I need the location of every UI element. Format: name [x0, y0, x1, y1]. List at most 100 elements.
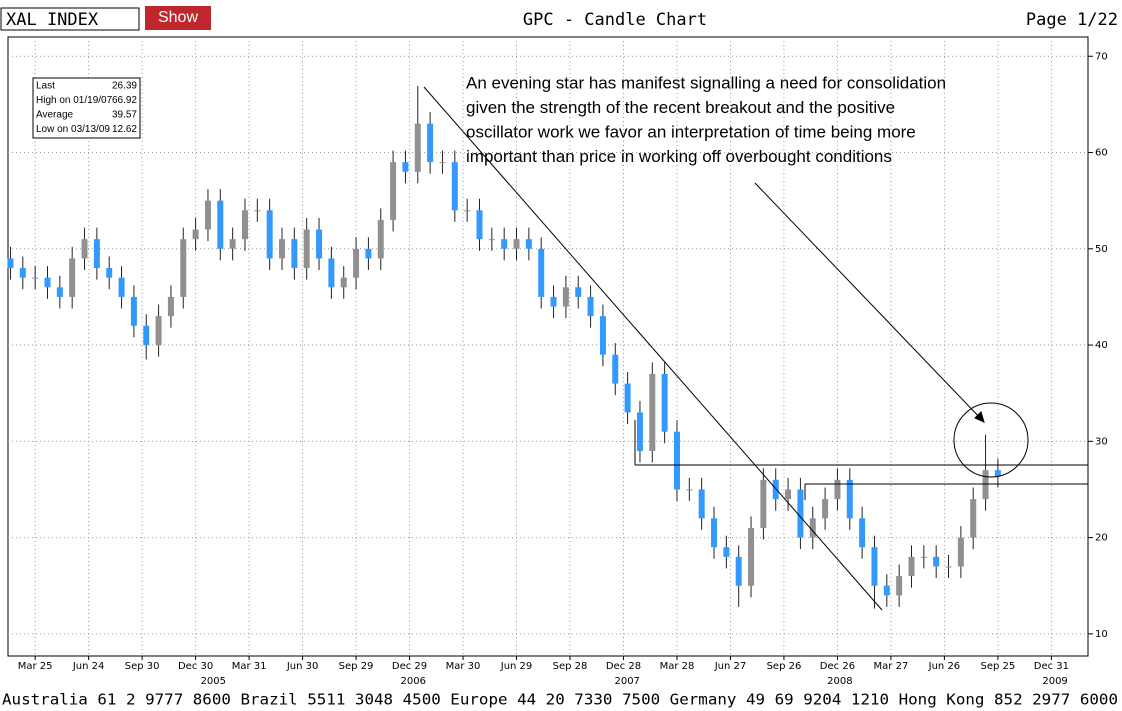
- y-tick-label: 40: [1095, 340, 1108, 351]
- candles: [7, 85, 1001, 609]
- y-tick-label: 10: [1095, 629, 1108, 640]
- x-tick-label: Dec 26: [820, 661, 855, 672]
- candle-body: [612, 354, 619, 384]
- candle-body: [859, 518, 866, 548]
- stat-value: 26.39: [112, 81, 137, 92]
- candle-body: [143, 325, 150, 346]
- candle-body: [698, 489, 705, 519]
- annotation-line: important than price in working off over…: [466, 147, 892, 166]
- candle-body: [957, 537, 964, 567]
- x-tick-label: Dec 31: [1034, 661, 1069, 672]
- candle-body: [883, 585, 890, 596]
- year-label: 2007: [614, 676, 639, 687]
- candle-body: [192, 229, 199, 240]
- x-tick-label: Mar 31: [232, 661, 267, 672]
- candle-body: [711, 518, 718, 548]
- x-tick-label: Dec 30: [178, 661, 213, 672]
- candle-body: [562, 287, 569, 307]
- candle-body: [365, 248, 372, 259]
- candle-body: [180, 239, 187, 297]
- candle-body: [834, 479, 841, 500]
- year-label: 2005: [201, 676, 226, 687]
- candle-body: [402, 162, 409, 172]
- annotation-line: An evening star has manifest signalling …: [466, 73, 946, 92]
- candle-body: [427, 123, 434, 163]
- show-button[interactable]: [145, 6, 211, 30]
- candle-body: [377, 219, 384, 259]
- candle-body: [513, 239, 520, 249]
- plot-frame: [7, 36, 1089, 657]
- candle-body: [550, 296, 557, 307]
- candle-body: [735, 556, 742, 586]
- x-tick-label: Sep 29: [339, 661, 374, 672]
- candle-body: [106, 268, 113, 278]
- candle-body: [7, 258, 14, 269]
- x-tick-label: Mar 25: [18, 661, 53, 672]
- stat-label: Low on 03/13/09: [36, 124, 110, 135]
- candle-body: [316, 229, 323, 259]
- trend-line: [423, 86, 883, 611]
- candle-body: [451, 162, 458, 211]
- annotation-text: An evening star has manifest signalling …: [466, 73, 946, 166]
- x-tick-label: Mar 28: [660, 661, 695, 672]
- candle-body: [599, 316, 606, 355]
- candle-body: [217, 200, 224, 249]
- arrow-line: [754, 182, 985, 423]
- candle-body: [797, 489, 804, 538]
- candle-body: [945, 566, 952, 568]
- candle-body: [130, 296, 137, 326]
- candle-body: [56, 287, 63, 297]
- candle-body: [587, 296, 594, 317]
- candle-body: [303, 229, 310, 269]
- year-label: 2008: [827, 676, 852, 687]
- candle-body: [636, 412, 643, 451]
- candle-body: [982, 470, 989, 500]
- candle-body: [229, 239, 236, 249]
- candle-body: [970, 499, 977, 538]
- x-tick-label: Dec 29: [392, 661, 427, 672]
- candle-body: [414, 123, 421, 172]
- candle-body: [266, 210, 273, 259]
- candle-body: [809, 518, 816, 538]
- symbol-input[interactable]: [0, 7, 140, 31]
- y-tick-label: 60: [1095, 148, 1108, 159]
- candle-body: [686, 489, 693, 491]
- candle-body: [933, 556, 940, 567]
- candle-body: [439, 162, 446, 164]
- stats-box: [32, 77, 141, 139]
- candle-body: [279, 239, 286, 259]
- candle-body: [501, 239, 508, 249]
- x-tick-label: Jun 24: [72, 661, 105, 672]
- stats: Last 26.39 High on 01/19/07 66.92 Average 39.…: [36, 81, 137, 136]
- stat-label: High on 01/19/07: [36, 95, 113, 106]
- candle-body: [204, 200, 211, 230]
- candle-body: [723, 547, 730, 557]
- y-tick-label: 20: [1095, 533, 1108, 544]
- candle-body: [575, 287, 582, 297]
- y-tick-label: 30: [1095, 436, 1108, 447]
- candle-body: [772, 479, 779, 500]
- x-tick-label: Jun 30: [286, 661, 319, 672]
- year-label: 2006: [401, 676, 426, 687]
- year-label: 2009: [1042, 676, 1067, 687]
- x-tick-label: Sep 30: [125, 661, 160, 672]
- candle-body: [118, 277, 125, 297]
- candle-body: [673, 431, 680, 490]
- candle-body: [254, 210, 261, 212]
- candle-body: [846, 479, 853, 519]
- candle-body: [19, 268, 26, 278]
- candle-body: [81, 239, 88, 259]
- x-tick-label: Jun 26: [928, 661, 961, 672]
- symbol-text: XAL INDEX: [6, 10, 99, 30]
- candle-body: [525, 239, 532, 249]
- candle-body: [908, 556, 915, 577]
- x-tick-label: Sep 28: [553, 661, 588, 672]
- x-tick-label: Mar 30: [446, 661, 481, 672]
- highlight-circle: [953, 402, 1029, 478]
- candle-body: [390, 162, 397, 220]
- candle-body: [464, 210, 471, 212]
- candle-body: [291, 239, 298, 269]
- show-button-label: Show: [158, 9, 198, 26]
- candle-body: [920, 556, 927, 558]
